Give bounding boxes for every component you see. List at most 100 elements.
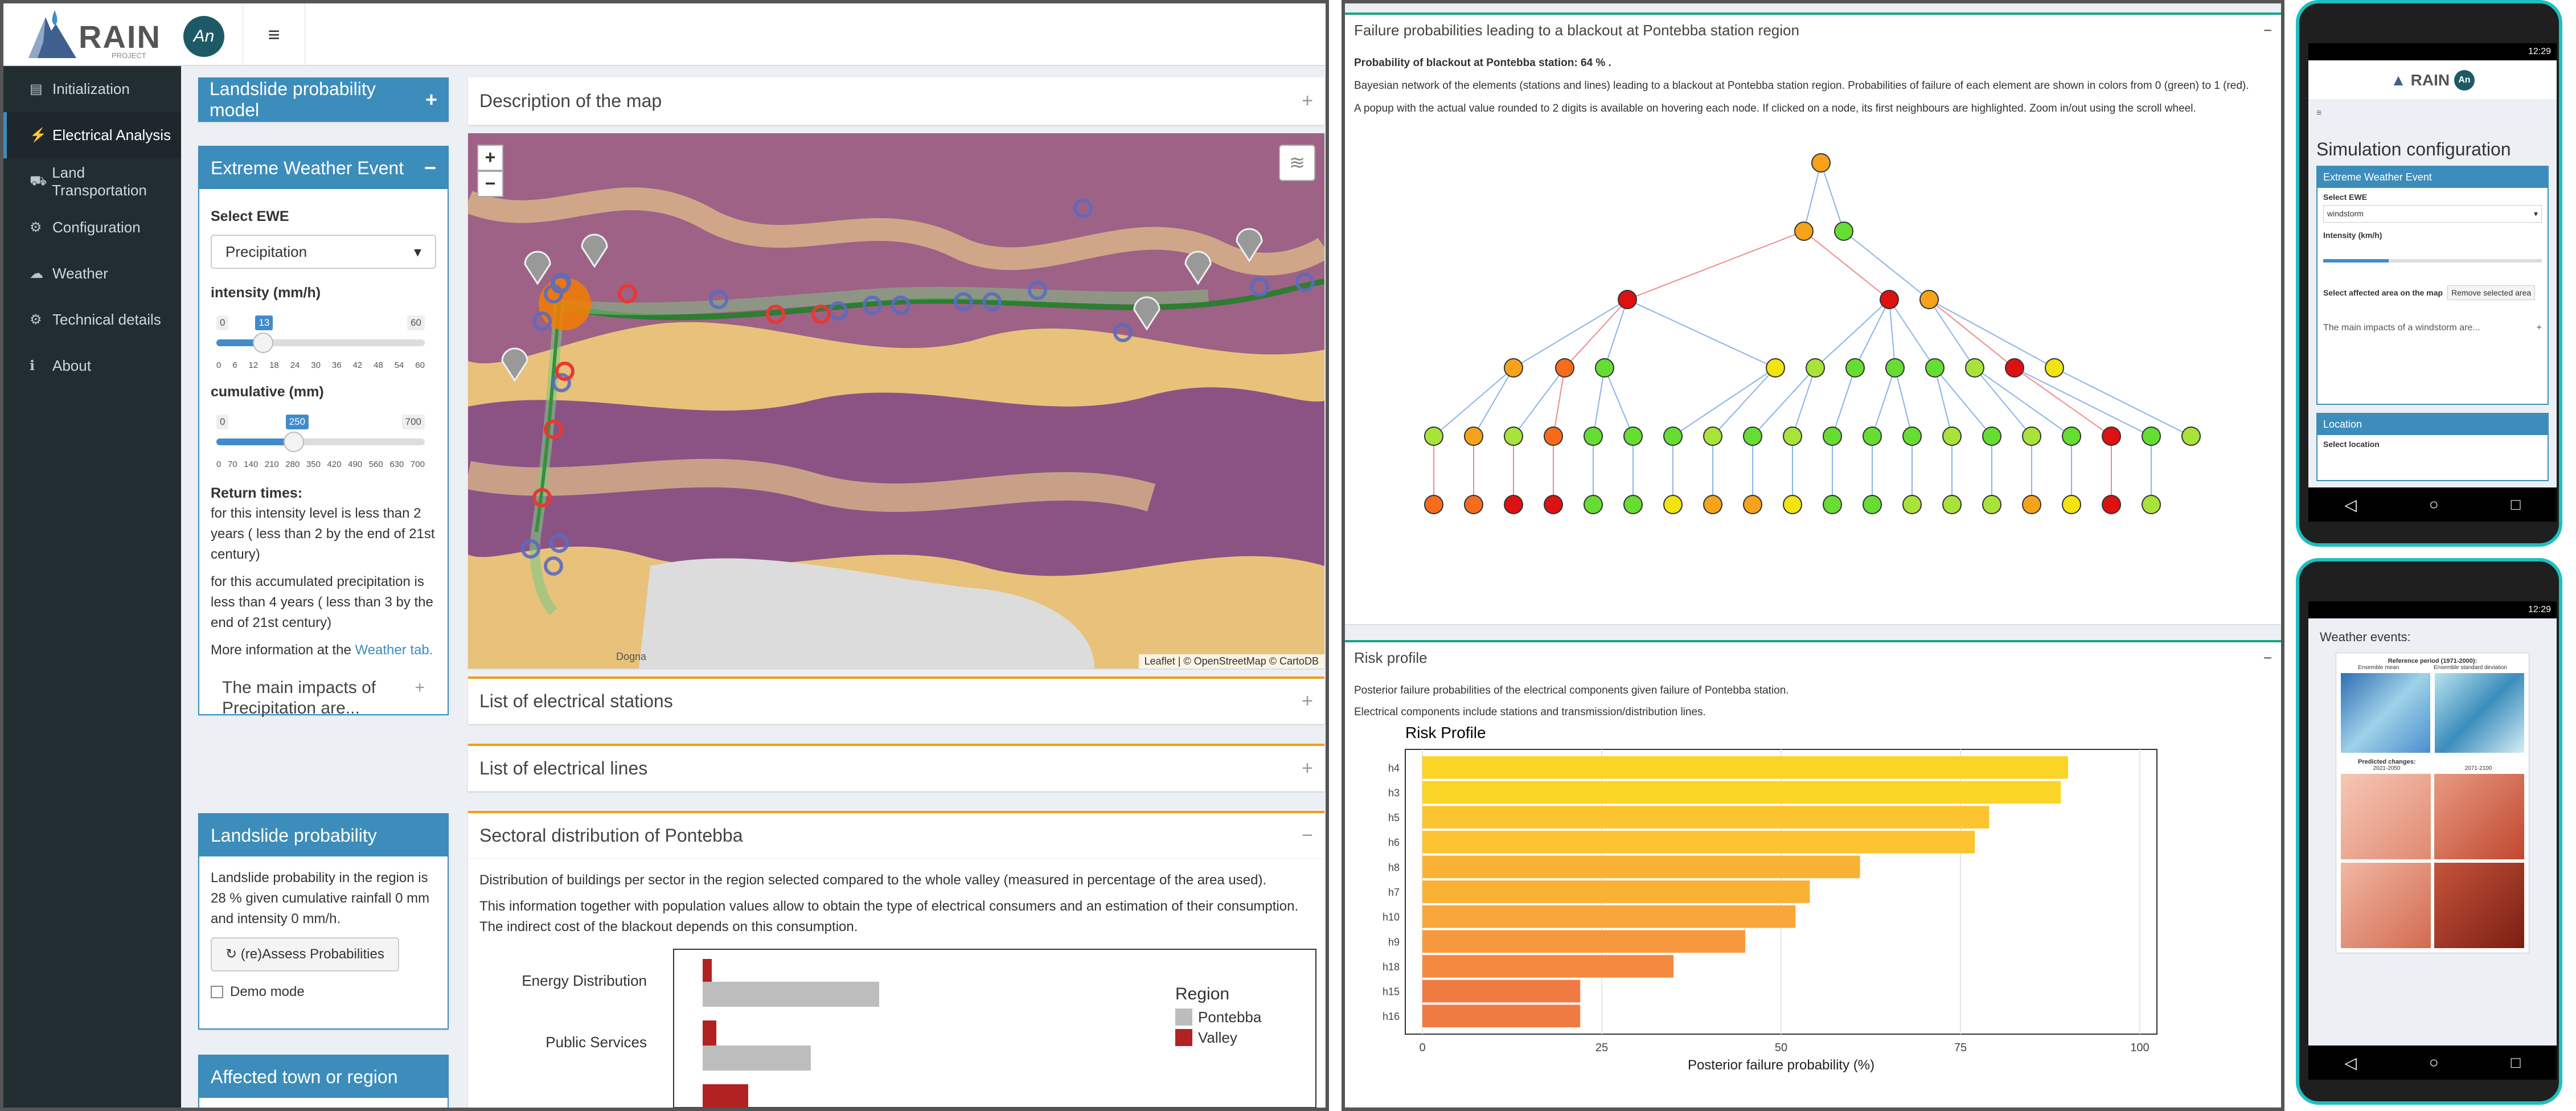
sectoral-header[interactable]: Sectoral distribution of Pontebba − [468,811,1324,859]
minus-icon[interactable]: − [1302,825,1313,846]
landslide-model-header[interactable]: Landslide probability model + [198,77,449,122]
back-icon[interactable]: ◁ [2344,1053,2357,1072]
back-icon[interactable]: ◁ [2344,495,2357,514]
network-node[interactable] [1880,290,1899,309]
rain-logo[interactable]: RAIN PROJECT An [26,8,231,63]
recents-icon[interactable]: □ [2511,1053,2521,1071]
plus-icon[interactable]: + [425,88,437,111]
plus-icon[interactable]: + [2536,323,2542,333]
network-node[interactable] [1663,495,1683,514]
home-icon[interactable]: ○ [2429,495,2439,513]
network-node[interactable] [2181,427,2201,446]
network-node[interactable] [1823,495,1842,514]
minus-icon[interactable]: − [424,156,436,179]
demo-mode-checkbox[interactable] [211,986,223,998]
network-node[interactable] [1925,358,1945,378]
network-node[interactable] [1982,427,2001,446]
network-node[interactable] [1885,358,1905,378]
network-node[interactable] [1555,358,1574,378]
network-node[interactable] [1783,495,1802,514]
intensity-slider[interactable]: 0 60 13 0 6 12 18 24 30 36 42 48 54 60 [211,308,436,370]
intensity-slider[interactable] [2323,259,2542,263]
network-node[interactable] [1942,495,1962,514]
network-node[interactable] [2142,427,2161,446]
network-node[interactable] [1766,358,1785,378]
network-node[interactable] [1504,427,1523,446]
network-node[interactable] [1544,427,1563,446]
sidebar-item-technical-details[interactable]: ⚙ Technical details [3,297,181,343]
network-node[interactable] [2022,427,2041,446]
slider-handle[interactable] [283,432,304,452]
network-node[interactable] [1584,495,1603,514]
network-node[interactable] [2045,358,2064,378]
network-node[interactable] [1806,358,1825,378]
network-node[interactable] [1834,222,1853,241]
network-node[interactable] [1942,427,1962,446]
description-header[interactable]: Description of the map + [468,77,1324,125]
sidebar-item-configuration[interactable]: ⚙ Configuration [3,204,181,251]
bayesian-network[interactable] [1354,117,2265,550]
network-node[interactable] [1703,427,1722,446]
leaflet-map[interactable]: + − ≋ Dogna Leaflet | © OpenStreetMap © … [468,133,1324,669]
network-node[interactable] [1424,495,1443,514]
network-node[interactable] [2022,495,2041,514]
recents-icon[interactable]: □ [2511,495,2521,513]
plus-icon[interactable]: + [1302,690,1313,712]
reassess-button[interactable]: ↻ (re)Assess Probabilities [211,937,399,971]
sidebar-item-land-transportation[interactable]: ⛟ Land Transportation [3,158,181,204]
network-node[interactable] [1863,495,1882,514]
plus-icon[interactable]: + [1302,757,1313,779]
network-node[interactable] [1783,427,1802,446]
ewe-select[interactable]: windstorm ▾ [2323,205,2542,223]
network-node[interactable] [1902,427,1922,446]
sidebar-item-electrical-analysis[interactable]: ⚡ Electrical Analysis [3,112,181,158]
stations-header[interactable]: List of electrical stations + [468,677,1324,724]
slider-handle[interactable] [253,333,274,353]
network-node[interactable] [1504,495,1523,514]
minus-icon[interactable]: − [2263,21,2272,39]
network-node[interactable] [1863,427,1882,446]
lines-header[interactable]: List of electrical lines + [468,744,1324,792]
network-node[interactable] [1464,427,1483,446]
network-node[interactable] [1703,495,1722,514]
risk-header[interactable]: Risk profile − [1345,640,2281,673]
network-node[interactable] [2142,495,2161,514]
network-node[interactable] [1823,427,1842,446]
zoom-out-button[interactable]: − [477,171,503,197]
network-node[interactable] [1743,495,1762,514]
network-nodes[interactable] [1424,153,2201,514]
network-node[interactable] [2062,427,2081,446]
minus-icon[interactable]: − [2263,649,2272,666]
network-node[interactable] [1811,153,1831,173]
network-node[interactable] [1584,427,1603,446]
layers-icon[interactable]: ≋ [1279,145,1315,181]
network-node[interactable] [2102,495,2121,514]
network-node[interactable] [1618,290,1637,309]
failure-header[interactable]: Failure probabilities leading to a black… [1345,13,2281,46]
network-node[interactable] [2062,495,2081,514]
network-node[interactable] [1464,495,1483,514]
home-icon[interactable]: ○ [2429,1053,2439,1071]
menu-toggle-icon[interactable]: ≡ [2316,108,2322,118]
network-node[interactable] [1743,427,1762,446]
network-node[interactable] [1663,427,1683,446]
network-node[interactable] [1982,495,2001,514]
network-node[interactable] [1504,358,1523,378]
network-node[interactable] [1794,222,1814,241]
network-node[interactable] [1595,358,1614,378]
weather-tab-link[interactable]: Weather tab. [355,642,433,658]
plus-icon[interactable]: + [415,678,425,697]
network-node[interactable] [1919,290,1939,309]
menu-toggle-icon[interactable]: ≡ [243,3,305,66]
network-node[interactable] [1544,495,1563,514]
sidebar-item-initialization[interactable]: ▤ Initialization [3,66,181,112]
network-node[interactable] [2005,358,2024,378]
network-node[interactable] [1845,358,1865,378]
ewe-header[interactable]: Extreme Weather Event − [199,147,448,189]
sidebar-item-weather[interactable]: ☁ Weather [3,251,181,297]
network-node[interactable] [1623,495,1643,514]
network-node[interactable] [1424,427,1443,446]
network-node[interactable] [1902,495,1922,514]
network-node[interactable] [2102,427,2121,446]
network-node[interactable] [1623,427,1643,446]
